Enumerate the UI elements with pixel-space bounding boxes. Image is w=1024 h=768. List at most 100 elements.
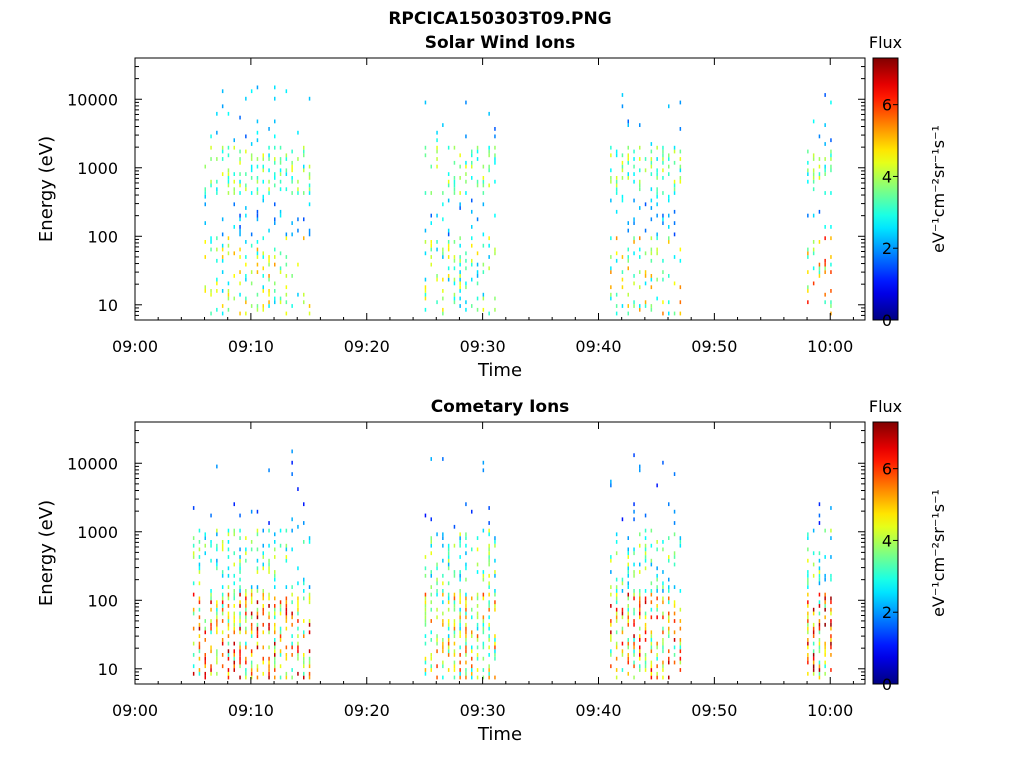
colorbar-tick-label: 0 xyxy=(882,311,892,330)
heatmap-cell xyxy=(656,589,658,593)
heatmap-cell xyxy=(494,127,496,131)
heatmap-cell xyxy=(262,611,264,616)
heatmap-cell xyxy=(256,547,259,552)
heatmap-cell xyxy=(285,611,288,616)
heatmap-cell xyxy=(227,675,230,680)
heatmap-cell xyxy=(285,653,288,657)
heatmap-cell xyxy=(807,622,809,627)
heatmap-cell xyxy=(250,600,253,605)
heatmap-cell xyxy=(644,551,647,556)
heatmap-cell xyxy=(627,145,629,150)
heatmap-cell xyxy=(633,596,635,601)
heatmap-cell xyxy=(621,630,624,635)
heatmap-cell xyxy=(297,228,299,233)
heatmap-cell xyxy=(424,153,427,158)
heatmap-cell xyxy=(621,153,624,158)
heatmap-cell xyxy=(227,547,230,552)
heatmap-cell xyxy=(494,179,496,184)
heatmap-cell xyxy=(297,604,299,608)
heatmap-cell xyxy=(227,592,230,597)
heatmap-cell xyxy=(488,243,490,248)
heatmap-cell xyxy=(285,89,288,94)
heatmap-cell xyxy=(830,619,832,623)
heatmap-cell xyxy=(221,543,224,548)
heatmap-cell xyxy=(644,555,647,559)
heatmap-cell xyxy=(453,668,456,672)
heatmap-cell xyxy=(488,664,490,669)
heatmap-cell xyxy=(668,194,670,199)
heatmap-cell xyxy=(210,649,212,654)
heatmap-cell xyxy=(818,675,821,680)
heatmap-cell xyxy=(679,626,682,631)
heatmap-cell xyxy=(239,675,241,680)
heatmap-cell xyxy=(818,134,821,139)
colorbar-tick-label: 6 xyxy=(882,96,892,115)
heatmap-cell xyxy=(297,179,299,184)
heatmap-cell xyxy=(633,570,635,574)
heatmap-cell xyxy=(442,581,444,586)
heatmap-cell xyxy=(807,653,809,657)
heatmap-cell xyxy=(465,596,467,601)
heatmap-cell xyxy=(830,225,832,229)
heatmap-cell xyxy=(268,168,270,173)
heatmap-cell xyxy=(285,172,288,176)
heatmap-cell xyxy=(308,660,311,665)
heatmap-cell xyxy=(262,157,264,161)
heatmap-cell xyxy=(210,596,212,601)
heatmap-cell xyxy=(204,551,206,556)
heatmap-cell xyxy=(818,630,821,635)
heatmap-cell xyxy=(250,622,253,627)
heatmap-cell xyxy=(233,660,235,665)
heatmap-cell xyxy=(650,172,653,176)
heatmap-cell xyxy=(239,172,241,176)
heatmap-cell xyxy=(812,622,815,627)
heatmap-cell xyxy=(494,536,496,540)
heatmap-cell xyxy=(268,228,270,233)
heatmap-cell xyxy=(453,641,456,646)
heatmap-cell xyxy=(673,509,676,514)
heatmap-cell xyxy=(285,585,288,589)
heatmap-cell xyxy=(436,581,438,586)
heatmap-cell xyxy=(482,183,485,188)
heatmap-cell xyxy=(285,300,288,305)
heatmap-cell xyxy=(239,656,241,661)
heatmap-cell xyxy=(430,457,432,461)
heatmap-cell xyxy=(291,232,293,237)
heatmap-cell xyxy=(668,596,670,601)
heatmap-cell xyxy=(424,607,427,612)
heatmap-cell xyxy=(233,225,235,229)
heatmap-cell xyxy=(256,611,259,616)
heatmap-cell xyxy=(239,641,241,646)
heatmap-cell xyxy=(824,622,826,627)
heatmap-cell xyxy=(210,157,212,161)
y-axis-label: Energy (eV) xyxy=(36,500,57,606)
heatmap-cell xyxy=(807,592,809,597)
heatmap-cell xyxy=(285,255,288,259)
heatmap-cell xyxy=(627,660,629,665)
heatmap-cell xyxy=(436,213,438,218)
heatmap-cell xyxy=(615,577,618,582)
x-tick-label: 09:00 xyxy=(112,337,158,356)
heatmap-cell xyxy=(245,611,247,616)
colorbar-label: eV⁻¹cm⁻²sr⁻¹s⁻¹ xyxy=(929,125,948,253)
heatmap-cell xyxy=(482,528,485,533)
heatmap-cell xyxy=(239,585,241,589)
heatmap-cell xyxy=(476,570,479,574)
heatmap-cell xyxy=(673,232,676,237)
heatmap-cell xyxy=(268,630,270,635)
heatmap-cell xyxy=(627,157,629,161)
heatmap-cell xyxy=(198,649,201,654)
heatmap-cell xyxy=(812,611,815,616)
heatmap-cell xyxy=(239,611,241,616)
heatmap-cell xyxy=(465,251,467,256)
heatmap-cell xyxy=(818,566,821,571)
y-tick-label: 100 xyxy=(87,227,118,246)
heatmap-cell xyxy=(198,600,201,605)
heatmap-cell xyxy=(615,304,618,308)
heatmap-cell xyxy=(256,292,259,297)
heatmap-cell xyxy=(633,236,635,241)
heatmap-cell xyxy=(442,543,444,548)
heatmap-cell xyxy=(471,645,473,650)
heatmap-cell xyxy=(245,656,247,661)
heatmap-cell xyxy=(830,634,832,638)
